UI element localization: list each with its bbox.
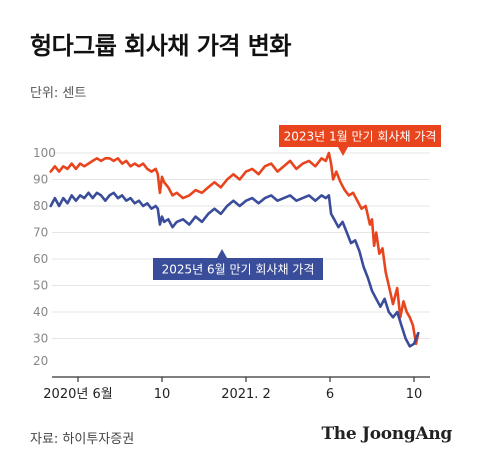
x-tick-label: 2021. 2 [221,387,271,402]
callout-label-1: 2023년 1월 만기 회사채 가격 [284,130,437,144]
series-line-1 [49,151,420,346]
page-title: 헝다그룹 회사채 가격 변화 [30,32,291,60]
x-tick-label: 6 [326,387,334,402]
source-note: 자료: 하이투자증권 [30,432,135,447]
y-tick-label: 50 [33,279,48,293]
y-tick-label: 90 [33,173,48,187]
callout-label-2: 2025년 6월 만기 회사채 가격 [162,263,315,277]
y-tick-label: 30 [33,332,48,346]
x-tick-label: 10 [406,387,423,402]
y-tick-label: 60 [33,252,48,266]
callout-pointer-1 [338,147,348,156]
y-tick-label: 20 [33,354,48,368]
y-tick-label: 40 [33,305,48,319]
x-tick-label: 10 [154,387,171,402]
brand-logo: The JoongAng [321,424,452,444]
y-tick-label: 100 [33,146,56,160]
x-tick-label: 2020년 6월 [43,387,112,402]
callout-pointer-2 [217,249,227,258]
unit-label: 단위: 센트 [30,86,87,101]
price-line-chart: 100 90 80 70 60 50 40 30 20 2020년 6월 10 2021. 2 6 10… [33,125,441,402]
series-layer [49,151,420,348]
y-tick-label: 80 [33,199,48,213]
series-line-2 [49,191,420,348]
callout-layer: 2023년 1월 만기 회사채 가격 2025년 6월 만기 회사채 가격 [153,125,441,280]
callout-box-1 [279,125,441,147]
y-tick-label: 70 [33,226,48,240]
y-axis: 100 90 80 70 60 50 40 30 20 [33,146,56,368]
x-axis: 2020년 6월 10 2021. 2 6 10 [43,376,430,402]
callout-box-2 [153,258,323,280]
